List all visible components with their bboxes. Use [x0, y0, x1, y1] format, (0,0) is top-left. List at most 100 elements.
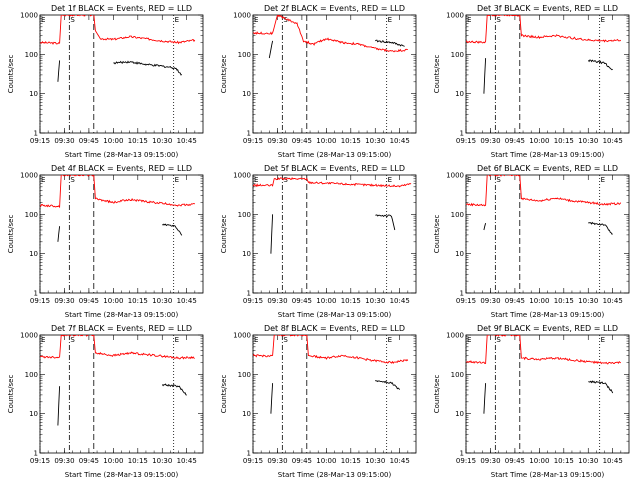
x-tick-label: 09:45 [79, 137, 99, 145]
series-line-events [483, 58, 613, 94]
x-tick-label: 10:15 [341, 297, 361, 305]
x-tick-label: 10:00 [529, 297, 549, 305]
x-axis-label: Start Time (28-Mar-13 09:15:00) [278, 311, 392, 319]
x-tick-label: 09:30 [480, 457, 500, 465]
series-line-lld [466, 15, 622, 44]
y-tick-label: 10 [455, 410, 464, 418]
event-marker-label: E [388, 336, 392, 344]
x-tick-label: 10:15 [554, 297, 574, 305]
event-marker-label: E [467, 336, 471, 344]
x-tick-label: 10:00 [529, 137, 549, 145]
event-marker-label: E [175, 336, 179, 344]
y-tick-label: 1 [34, 130, 38, 138]
y-tick-label: 10 [29, 250, 38, 258]
series-line-events [483, 380, 614, 414]
y-tick-label: 1000 [20, 332, 38, 340]
y-tick-label: 1 [460, 290, 464, 298]
y-axis-label: Counts/sec [220, 215, 228, 254]
x-tick-label: 09:30 [267, 297, 287, 305]
y-tick-label: 1000 [233, 172, 251, 180]
y-axis-label: Counts/sec [433, 55, 441, 94]
x-tick-label: 10:45 [177, 137, 197, 145]
series-line-lld [253, 15, 408, 53]
chart-title: Det 6f BLACK = Events, RED = LLD [477, 164, 618, 173]
x-tick-label: 09:30 [267, 457, 287, 465]
series-line-events [57, 383, 187, 426]
event-marker-label: S [283, 176, 288, 184]
x-tick-label: 10:30 [365, 297, 385, 305]
x-tick-label: 10:45 [390, 457, 410, 465]
x-tick-label: 10:15 [554, 457, 574, 465]
chart-panel-8: Det 8f BLACK = Events, RED = LLD Counts/s… [220, 324, 417, 479]
x-tick-label: 10:15 [128, 297, 148, 305]
x-tick-label: 09:30 [54, 297, 74, 305]
event-marker-label: E [175, 16, 179, 24]
x-tick-label: 10:45 [603, 457, 623, 465]
event-marker-label: E [467, 176, 471, 184]
plot-frame [39, 14, 204, 134]
plot-frame [252, 174, 417, 294]
x-tick-label: 10:30 [365, 457, 385, 465]
x-tick-label: 09:15 [30, 137, 50, 145]
x-tick-label: 10:30 [152, 137, 172, 145]
y-tick-label: 10 [455, 250, 464, 258]
x-tick-label: 09:15 [30, 457, 50, 465]
x-tick-label: 09:30 [480, 137, 500, 145]
x-axis-label: Start Time (28-Mar-13 09:15:00) [278, 151, 392, 159]
y-tick-label: 100 [25, 51, 38, 59]
y-tick-label: 1000 [446, 332, 464, 340]
chart-panel-2: Det 2f BLACK = Events, RED = LLD Counts/s… [220, 4, 417, 159]
series-line-lld [253, 335, 409, 365]
chart-panel-5: Det 5f BLACK = Events, RED = LLD Counts/s… [220, 164, 417, 319]
x-axis-label: Start Time (28-Mar-13 09:15:00) [65, 471, 179, 479]
y-tick-label: 1000 [446, 12, 464, 20]
series-line-lld [40, 335, 195, 360]
y-tick-label: 1 [247, 130, 251, 138]
y-tick-label: 1 [247, 450, 251, 458]
plot-frame [39, 174, 204, 294]
event-marker-label: E [41, 336, 45, 344]
x-tick-label: 10:45 [390, 137, 410, 145]
x-tick-label: 09:15 [456, 137, 476, 145]
x-tick-label: 10:45 [177, 297, 197, 305]
x-axis-label: Start Time (28-Mar-13 09:15:00) [491, 471, 605, 479]
event-marker-label: E [175, 176, 179, 184]
event-marker-label: S [496, 16, 501, 24]
y-tick-label: 100 [25, 371, 38, 379]
y-axis-label: Counts/sec [220, 375, 228, 414]
chart-title: Det 4f BLACK = Events, RED = LLD [51, 164, 192, 173]
event-marker-label: E [254, 16, 258, 24]
y-tick-label: 1 [247, 290, 251, 298]
series-line-events [268, 39, 405, 59]
y-tick-label: 100 [238, 211, 251, 219]
x-axis-label: Start Time (28-Mar-13 09:15:00) [491, 311, 605, 319]
chart-panel-1: Det 1f BLACK = Events, RED = LLD Counts/s… [7, 4, 204, 159]
chart-title: Det 7f BLACK = Events, RED = LLD [51, 324, 192, 333]
x-axis-label: Start Time (28-Mar-13 09:15:00) [65, 311, 179, 319]
chart-panel-9: Det 9f BLACK = Events, RED = LLD Counts/s… [433, 324, 630, 479]
x-tick-label: 09:15 [243, 457, 263, 465]
y-tick-label: 1 [460, 130, 464, 138]
chart-title: Det 3f BLACK = Events, RED = LLD [477, 4, 618, 13]
chart-panel-3: Det 3f BLACK = Events, RED = LLD Counts/s… [433, 4, 630, 159]
series-line-lld [40, 15, 196, 45]
y-axis-label: Counts/sec [220, 55, 228, 94]
x-tick-label: 09:45 [79, 457, 99, 465]
x-tick-label: 10:00 [316, 137, 336, 145]
chart-panel-7: Det 7f BLACK = Events, RED = LLD Counts/s… [7, 324, 204, 479]
y-tick-label: 100 [451, 211, 464, 219]
series-line-events [57, 223, 183, 242]
x-tick-label: 09:15 [456, 457, 476, 465]
plot-frame [465, 334, 630, 454]
series-line-events [270, 214, 396, 254]
x-tick-label: 09:45 [292, 457, 312, 465]
x-tick-label: 10:15 [128, 457, 148, 465]
event-marker-label: E [254, 176, 258, 184]
y-tick-label: 100 [238, 371, 251, 379]
x-axis-label: Start Time (28-Mar-13 09:15:00) [491, 151, 605, 159]
event-marker-label: E [254, 336, 258, 344]
event-marker-label: E [41, 16, 45, 24]
chart-title: Det 9f BLACK = Events, RED = LLD [477, 324, 618, 333]
y-tick-label: 10 [29, 410, 38, 418]
